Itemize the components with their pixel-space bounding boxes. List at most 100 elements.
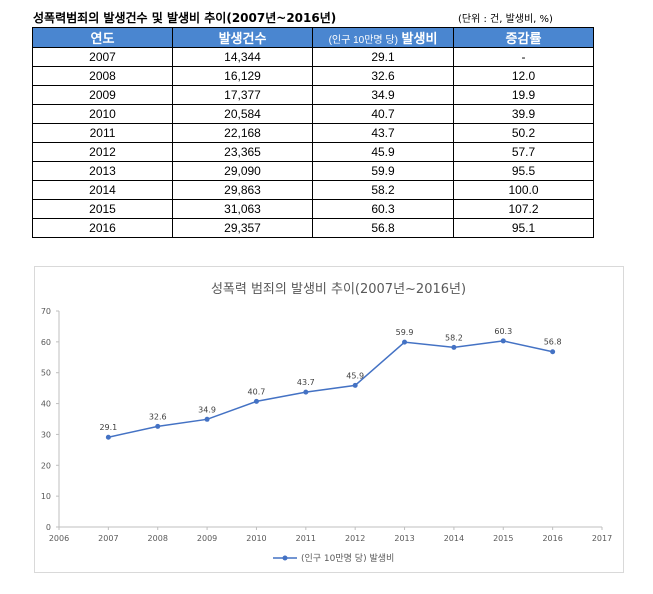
data-point [352,382,358,388]
table-cell: 57.7 [453,142,594,162]
line-chart: 성폭력 범죄의 발생비 추이(2007년~2016년) 0 10 20 30 40 50 60… [41,282,612,564]
table-row: 2008 16,129 32.6 12.0 [32,66,594,86]
legend-label: (인구 10만명 당) 발생비 [301,553,394,564]
x-tick-label: 2007 [98,534,118,543]
data-label: 58.2 [445,333,463,342]
table-cell: 2016 [32,218,173,238]
table-cell: 50.2 [453,123,594,143]
table-row: 2009 17,377 34.9 19.9 [32,85,594,105]
table-row: 2015 31,063 60.3 107.2 [32,199,594,219]
x-tick-label: 2012 [345,534,365,543]
chart-panel: 성폭력 범죄의 발생비 추이(2007년~2016년) 0 10 20 30 40 50 60… [34,266,624,573]
table-cell: 100.0 [453,180,594,200]
series-line [108,340,553,438]
table-cell: 40.7 [312,104,454,124]
x-tick-label: 2008 [148,534,168,543]
table-cell: 29,863 [172,180,313,200]
table-cell: 95.5 [453,161,594,181]
table-cell: 56.8 [312,218,454,238]
table-row: 2011 22,168 43.7 50.2 [32,123,594,143]
table-cell: 58.2 [312,180,454,200]
header-rate: (인구 10만명 당) 발생비 [312,27,454,48]
data-label: 45.9 [346,371,364,380]
data-label: 59.9 [396,328,414,337]
header-count: 발생건수 [172,27,313,48]
table-cell: 45.9 [312,142,454,162]
x-tick-label: 2010 [246,534,266,543]
table-cell: 12.0 [453,66,594,86]
header-rate-label: 발생비 [401,31,438,46]
table-row: 2010 20,584 40.7 39.9 [32,104,594,124]
x-tick-label: 2016 [542,534,562,543]
table-row: 2012 23,365 45.9 57.7 [32,142,594,162]
data-label: 56.8 [544,338,562,347]
table-cell: 2014 [32,180,173,200]
unit-note: (단위 : 건, 발생비, %) [458,14,553,25]
table-cell: 20,584 [172,104,313,124]
data-point [550,349,556,355]
x-tick-label: 2006 [49,534,69,543]
x-tick-label: 2009 [197,534,217,543]
table-cell: 2007 [32,47,173,67]
table-cell: 16,129 [172,66,313,86]
table-cell: 2015 [32,199,173,219]
table-cell: 60.3 [312,199,454,219]
y-tick-label: 70 [41,307,51,316]
table-cell: 43.7 [312,123,454,143]
legend-marker [282,555,288,561]
y-tick-label: 40 [41,400,51,409]
data-label: 34.9 [198,405,216,414]
y-tick-label: 10 [41,492,51,501]
y-tick-label: 30 [41,430,51,439]
data-label: 29.1 [99,423,117,432]
data-table: 연도 발생건수 (인구 10만명 당) 발생비 증감률 2007 14,344 29… [32,27,594,238]
table-cell: 29,357 [172,218,313,238]
table-cell: 29,090 [172,161,313,181]
table-cell: 2010 [32,104,173,124]
table-cell: 19.9 [453,85,594,105]
table-cell: 2008 [32,66,173,86]
table-cell: 31,063 [172,199,313,219]
table-cell: - [453,47,594,67]
x-tick-label: 2011 [296,534,316,543]
header-rate-note: (인구 10만명 당) [328,35,398,46]
table-cell: 2011 [32,123,173,143]
x-tick-label: 2015 [493,534,513,543]
y-tick-label: 50 [41,369,51,378]
y-tick-label: 60 [41,338,51,347]
table-cell: 29.1 [312,47,454,67]
table-cell: 23,365 [172,142,313,162]
table-cell: 2012 [32,142,173,162]
table-cell: 59.9 [312,161,454,181]
table-cell: 2013 [32,161,173,181]
table-row: 2014 29,863 58.2 100.0 [32,180,594,200]
data-point [253,398,259,404]
table-cell: 107.2 [453,199,594,219]
table-cell: 17,377 [172,85,313,105]
header-change: 증감률 [453,27,594,48]
data-point [451,344,457,350]
data-point [500,338,506,344]
data-point [155,423,161,429]
x-tick-label: 2014 [444,534,464,543]
x-tick-label: 2013 [394,534,414,543]
table-cell: 34.9 [312,85,454,105]
y-tick-label: 0 [46,523,51,532]
table-header-row: 연도 발생건수 (인구 10만명 당) 발생비 증감률 [32,27,594,48]
table-cell: 32.6 [312,66,454,86]
table-cell: 2009 [32,85,173,105]
data-point [402,339,408,345]
data-point [204,416,210,422]
data-label: 40.7 [248,387,266,396]
data-label: 43.7 [297,378,315,387]
chart-title: 성폭력 범죄의 발생비 추이(2007년~2016년) [211,282,466,297]
table-cell: 39.9 [453,104,594,124]
table-row: 2007 14,344 29.1- [32,47,594,67]
data-label: 32.6 [149,412,167,421]
x-tick-label: 2017 [592,534,612,543]
table-row: 2016 29,357 56.8 95.1 [32,218,594,238]
data-point [303,389,309,395]
data-label: 60.3 [494,327,512,336]
table-row: 2013 29,090 59.9 95.5 [32,161,594,181]
table-cell: 95.1 [453,218,594,238]
